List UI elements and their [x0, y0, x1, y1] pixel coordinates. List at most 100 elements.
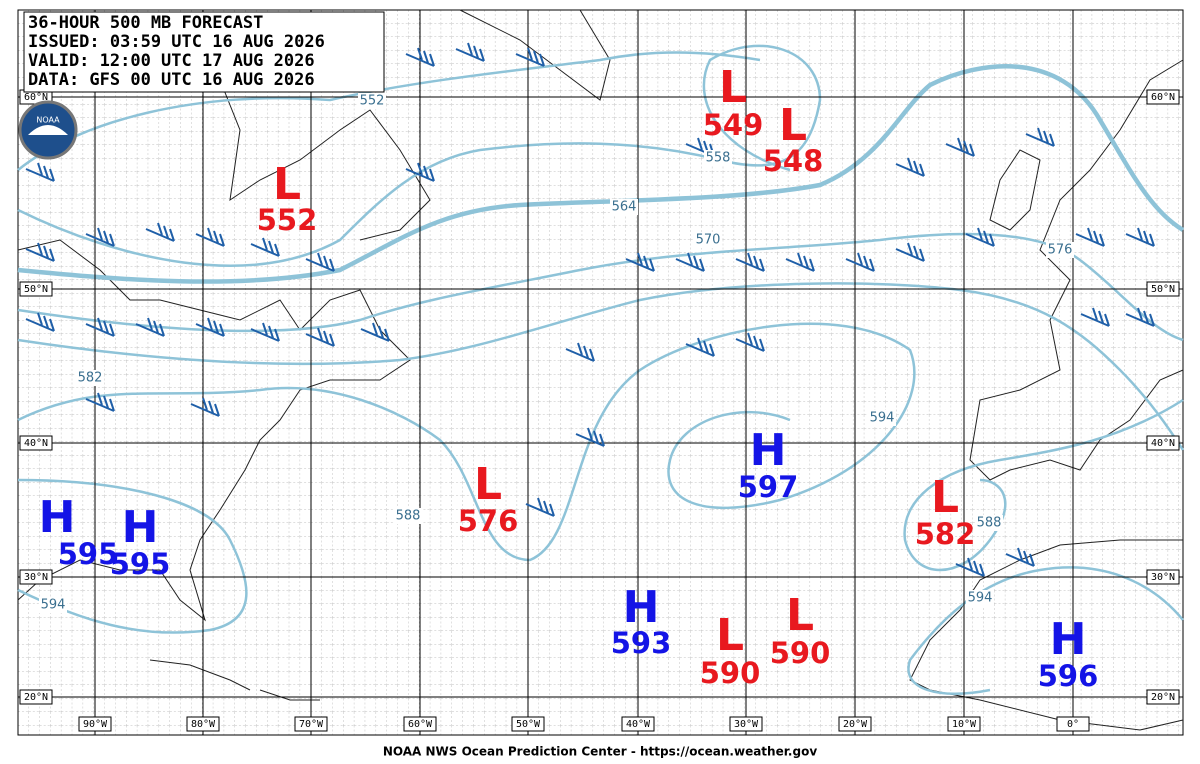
- center-value: 590: [770, 636, 831, 670]
- wind-barb: [1125, 227, 1155, 247]
- lon-label-box: [294, 716, 328, 732]
- wind-barb: [360, 322, 390, 342]
- wind-barb: [895, 242, 925, 262]
- lon-label: 0°: [1067, 719, 1079, 730]
- lat-label-box: [1146, 281, 1180, 297]
- lon-label: 30°W: [734, 719, 759, 730]
- lat-label-box: [1146, 435, 1180, 451]
- footer: NOAA NWS Ocean Prediction Center - https…: [383, 745, 817, 759]
- wind-barb: [565, 342, 595, 362]
- center-letter: L: [779, 100, 807, 151]
- wind-barb: [625, 252, 655, 272]
- center-letter: H: [39, 492, 76, 543]
- center-letter: L: [786, 590, 814, 641]
- contour-label: 594: [41, 598, 66, 613]
- contour-label-bg: [694, 232, 722, 248]
- lon-label-box: [511, 716, 545, 732]
- lat-label-right: 50°N: [1151, 284, 1175, 295]
- wind-barb: [250, 237, 280, 257]
- lon-label: 90°W: [83, 719, 108, 730]
- map-frame: [17, 9, 1184, 736]
- contour-label-bg: [704, 150, 732, 166]
- contour-label: 570: [696, 233, 721, 248]
- contour-label: 582: [78, 371, 103, 386]
- lon-label-box: [1056, 716, 1090, 732]
- wind-barbs: [25, 32, 1155, 577]
- center-value: 590: [700, 656, 761, 690]
- contour-label: 588: [977, 516, 1002, 531]
- contour-label-bg: [39, 597, 67, 613]
- header-box: [23, 11, 385, 93]
- lat-label-left: 50°N: [24, 284, 48, 295]
- wind-barb: [515, 47, 545, 67]
- lat-label-box: [19, 281, 53, 297]
- lat-label-right: 20°N: [1151, 692, 1175, 703]
- wind-barb: [1075, 227, 1105, 247]
- coastlines: [17, 9, 1184, 731]
- lon-label: 80°W: [191, 719, 216, 730]
- contour-label-bg: [394, 508, 422, 524]
- wind-barb: [1080, 307, 1110, 327]
- lon-label: 70°W: [299, 719, 324, 730]
- wind-barb: [895, 157, 925, 177]
- lat-label-left: 20°N: [24, 692, 48, 703]
- center-value: 595: [58, 537, 119, 571]
- header-line: ISSUED: 03:59 UTC 16 AUG 2026: [28, 32, 325, 52]
- lat-label-left: 60°N: [24, 92, 48, 103]
- lon-label-box: [838, 716, 872, 732]
- center-letter: L: [716, 610, 744, 661]
- lon-label-box: [78, 716, 112, 732]
- center-letter: L: [474, 459, 502, 510]
- center-letter: L: [273, 159, 301, 210]
- contour-label-bg: [358, 93, 386, 109]
- contour-label: 588: [396, 509, 421, 524]
- wind-barb: [945, 137, 975, 157]
- wind-barb: [845, 252, 875, 272]
- wind-barb: [955, 557, 985, 577]
- wind-barb: [85, 227, 115, 247]
- wind-barb: [145, 222, 175, 242]
- wind-barb: [785, 252, 815, 272]
- wind-barb: [735, 332, 765, 352]
- center-value: 596: [1038, 659, 1099, 693]
- wind-barb: [1005, 547, 1035, 567]
- center-letter: L: [931, 472, 959, 523]
- contour-label: 576: [1048, 243, 1073, 258]
- lat-label-box: [1146, 89, 1180, 105]
- lon-label: 40°W: [626, 719, 651, 730]
- wind-barb: [250, 322, 280, 342]
- lat-label-box: [1146, 569, 1180, 585]
- wind-barb: [1025, 127, 1055, 147]
- lon-label: 50°W: [516, 719, 541, 730]
- logo-gull: [28, 125, 68, 135]
- center-letter: H: [623, 582, 660, 633]
- lat-label-box: [19, 689, 53, 705]
- wind-barb: [190, 397, 220, 417]
- center-value: 595: [110, 547, 171, 581]
- wind-barb: [305, 252, 335, 272]
- header-line: DATA: GFS 00 UTC 16 AUG 2026: [28, 70, 315, 90]
- contour-label-bg: [1046, 242, 1074, 258]
- lon-label: 20°W: [843, 719, 868, 730]
- center-letter: H: [122, 502, 159, 553]
- lon-label: 60°W: [408, 719, 433, 730]
- lon-label-box: [186, 716, 220, 732]
- lat-label-left: 40°N: [24, 438, 48, 449]
- wind-barb: [85, 317, 115, 337]
- center-value: 597: [738, 470, 799, 504]
- header-line: VALID: 12:00 UTC 17 AUG 2026: [28, 51, 315, 71]
- lon-label: 10°W: [952, 719, 977, 730]
- contour-label-bg: [966, 590, 994, 606]
- center-value: 582: [915, 517, 976, 551]
- center-letter: H: [750, 425, 787, 476]
- lat-label-box: [1146, 689, 1180, 705]
- grid-major: [18, 10, 1183, 735]
- center-letter: H: [1050, 614, 1087, 665]
- wind-barb: [965, 227, 995, 247]
- contour-label: 594: [870, 411, 895, 426]
- contour-label-bg: [868, 410, 896, 426]
- contour-label-bg: [975, 515, 1003, 531]
- contour-label: 552: [360, 94, 385, 109]
- center-value: 576: [458, 504, 519, 538]
